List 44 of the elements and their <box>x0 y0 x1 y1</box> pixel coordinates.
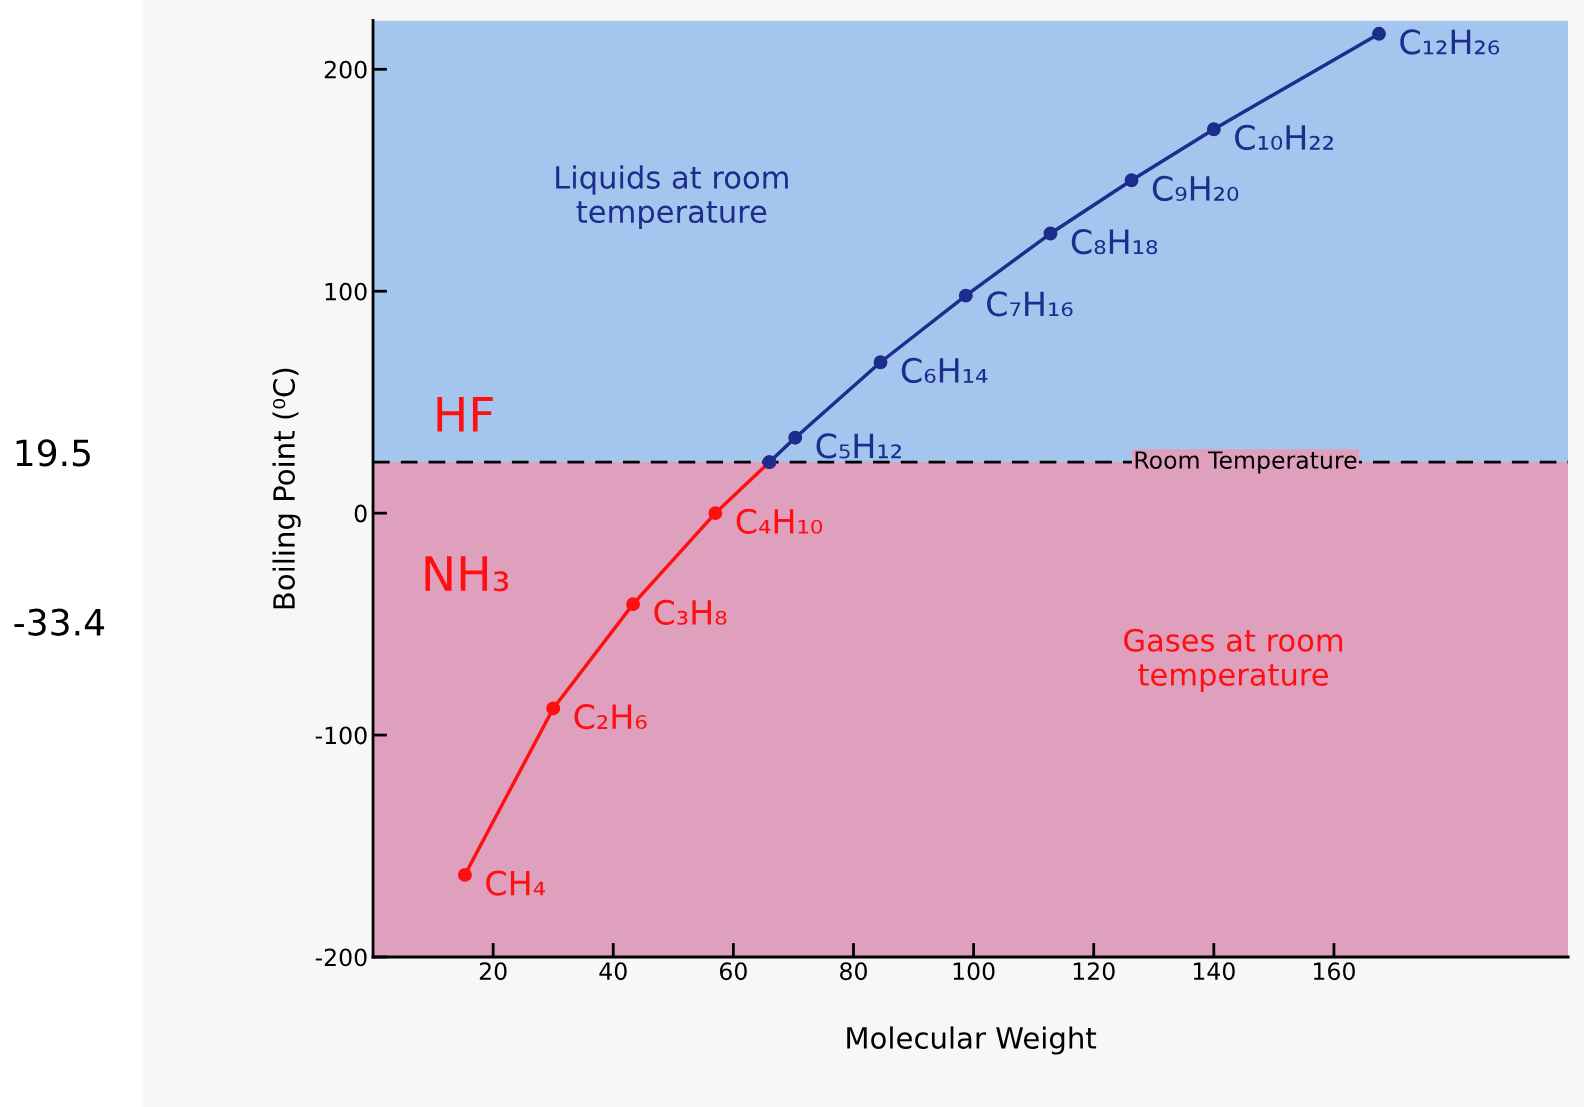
band-label: Gases at room temperature <box>1124 628 1343 692</box>
x-tick-label: 60 <box>720 962 747 981</box>
data-label: C₇H₁₆ <box>987 291 1073 317</box>
point <box>546 701 561 716</box>
text: 19.5 <box>16 439 90 467</box>
data-label: C₄H₁₀ <box>736 508 823 534</box>
data-label: C₅H₁₂ <box>816 433 902 459</box>
data-label: C₆H₁₄ <box>901 357 988 384</box>
data-label: C₉H₂₀ <box>1152 175 1239 202</box>
x-tick-label: 140 <box>1193 962 1235 981</box>
y-tick-label: 100 <box>325 282 367 301</box>
x-tick-label: 100 <box>953 962 995 981</box>
point <box>1206 122 1221 137</box>
point <box>1043 226 1058 241</box>
band-label: Liquids at room temperature <box>556 165 788 230</box>
point <box>873 355 888 370</box>
data-label: C₃H₈ <box>654 599 727 625</box>
x-tick-label: 80 <box>840 962 867 981</box>
data-label: CH₄ <box>486 870 546 896</box>
data-label: C₂H₆ <box>574 704 647 730</box>
y-axis-title: Boiling Point (⁰C) <box>272 368 301 609</box>
y-tick-label: -200 <box>315 948 367 967</box>
annotation: NH₃ <box>425 556 509 592</box>
ref-line-label: Room Temperature <box>1135 451 1357 474</box>
data-label: C₁₀H₂₂ <box>1235 124 1333 151</box>
x-axis-title: Molecular Weight <box>847 1026 1097 1055</box>
x-tick-label: 120 <box>1073 962 1115 981</box>
text: -33.4 <box>14 608 105 636</box>
x-tick-label: 160 <box>1314 962 1355 981</box>
point <box>457 867 472 882</box>
point <box>958 288 973 303</box>
y-tick-label: -100 <box>315 726 367 745</box>
point <box>708 506 723 521</box>
x-tick-label: 40 <box>599 962 627 981</box>
data-label: C₁₂H₂₆ <box>1400 29 1500 55</box>
point <box>1124 173 1139 188</box>
x-tick-label: 20 <box>479 962 507 981</box>
point <box>626 597 641 612</box>
y-tick-label: 0 <box>354 504 367 523</box>
data-label: C₈H₁₈ <box>1071 229 1158 255</box>
y-tick-label: 200 <box>324 60 367 79</box>
annotation: HF <box>437 397 493 432</box>
point <box>1372 26 1386 41</box>
point <box>788 430 803 445</box>
